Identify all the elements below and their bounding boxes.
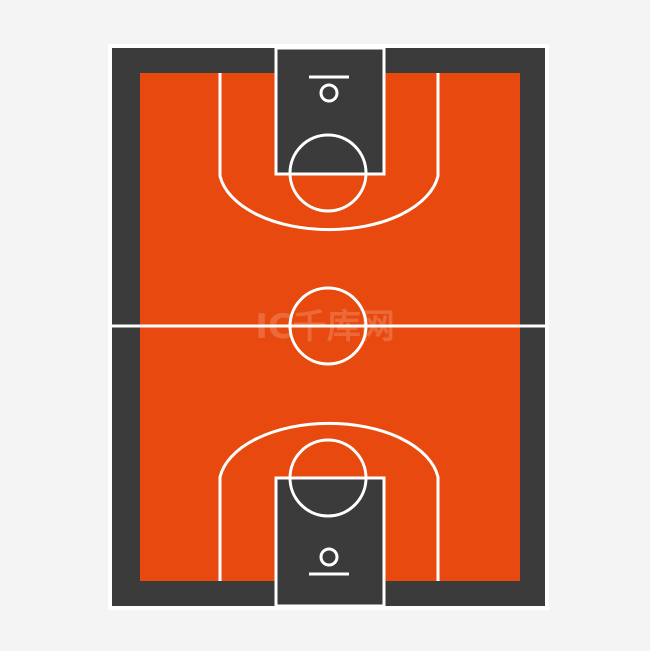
bottom-three-point-arc-icon bbox=[218, 421, 440, 581]
bottom-paint-area bbox=[276, 478, 384, 606]
top-paint-area bbox=[276, 48, 384, 174]
bottom-key-outline bbox=[274, 476, 386, 608]
court-lines bbox=[112, 46, 545, 608]
top-key-outline bbox=[274, 46, 386, 176]
top-free-throw-circle-icon bbox=[288, 133, 368, 213]
center-circle-icon bbox=[288, 286, 368, 366]
bottom-free-throw-circle-icon bbox=[288, 438, 368, 518]
watermark-text: IC千库网 bbox=[255, 307, 395, 347]
top-basket-hoop-icon bbox=[319, 83, 339, 103]
bottom-basket-hoop-icon bbox=[319, 547, 339, 567]
top-three-point-arc-icon bbox=[218, 73, 440, 232]
